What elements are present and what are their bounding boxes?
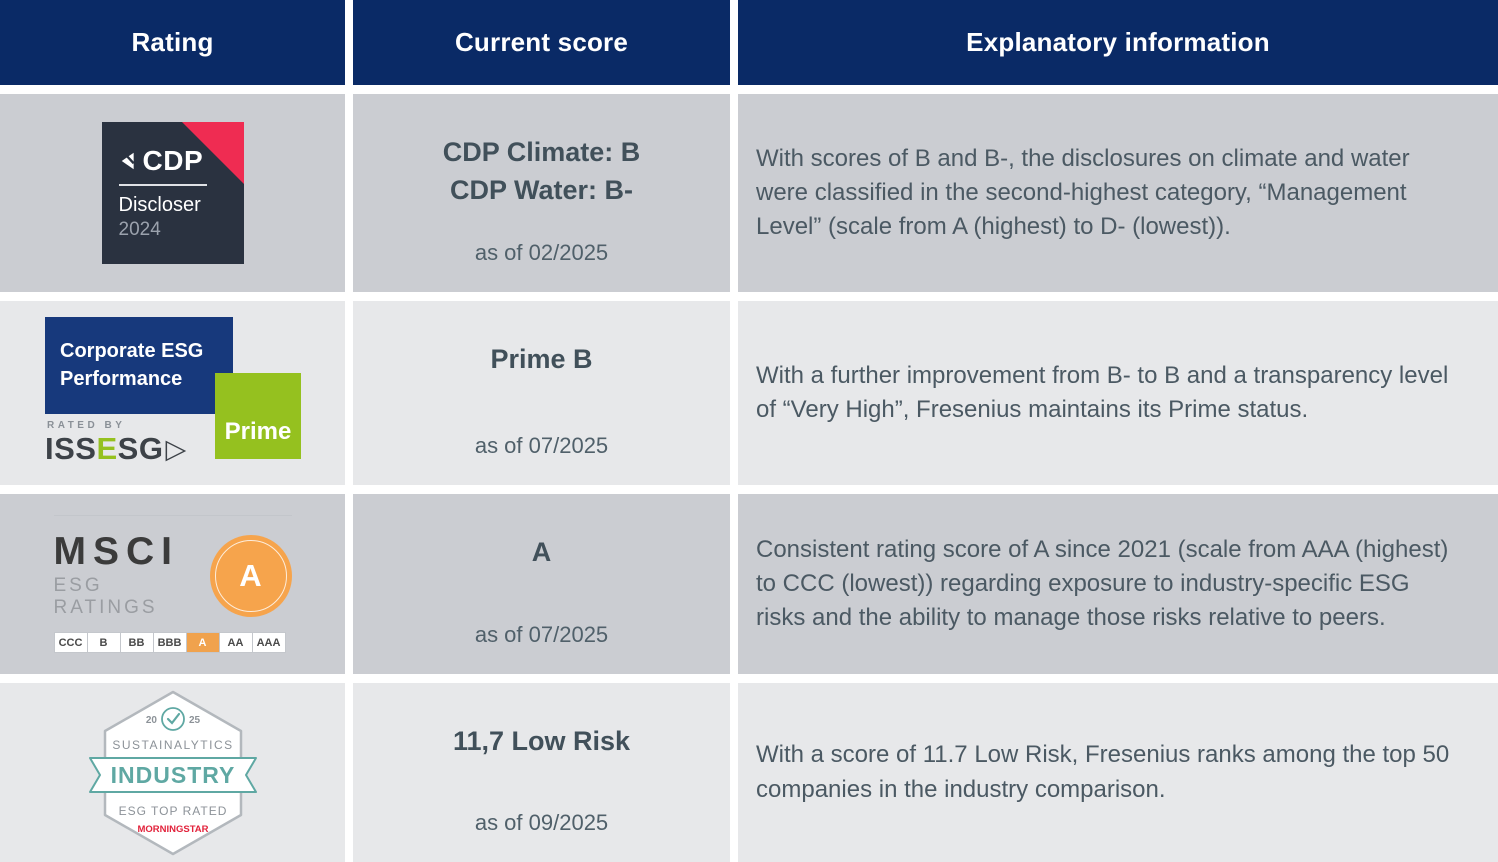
msci-as-of-date: as of 07/2025	[474, 622, 609, 647]
badge-ribbon-label: INDUSTRY	[110, 762, 235, 788]
score-cell-msci: A as of 07/2025	[353, 494, 730, 674]
cdp-divider	[118, 184, 207, 186]
badge-subtitle: ESG TOP RATED	[118, 804, 227, 818]
iss-arrow-icon: ▷	[165, 433, 187, 464]
msci-grade-letter: A	[239, 557, 262, 593]
header-label: Rating	[131, 27, 214, 57]
msci-scale-b: B	[87, 633, 121, 652]
rating-cell-cdp: CDP Discloser 2024	[0, 94, 345, 292]
iss-score: Prime B	[490, 344, 593, 374]
iss-line1: Corporate ESG	[60, 340, 204, 362]
cdp-score-water: CDP Water: B-	[449, 174, 633, 205]
sustainalytics-explanation-text: With a score of 11.7 Low Risk, Fresenius…	[756, 741, 1450, 803]
msci-scale-ccc: CCC	[54, 633, 88, 652]
iss-wordmark-iss: ISS	[45, 431, 97, 466]
badge-year-right: 25	[189, 715, 201, 726]
msci-scale-bb: BB	[120, 633, 154, 652]
rating-cell-sustainalytics: 20 25 SUSTAINALYTICS INDUSTRY ESG TOP RA…	[0, 683, 345, 862]
sustainalytics-esg-top-rated-badge: 20 25 SUSTAINALYTICS INDUSTRY ESG TOP RA…	[88, 690, 257, 855]
msci-scale-aa: AA	[219, 633, 253, 652]
msci-wordmark: MSCI	[53, 530, 179, 573]
header-label: Current score	[454, 27, 629, 57]
header-label: Explanatory information	[966, 27, 1270, 57]
msci-esg-ratings-logo: MSCI ESG RATINGS A CCC B BB BBB A AA AAA	[53, 515, 292, 653]
sustainalytics-as-of-date: as of 09/2025	[474, 810, 609, 835]
iss-rated-by-label: RATED BY	[47, 420, 126, 431]
iss-corporate-esg-panel: Corporate ESG Performance	[45, 317, 233, 414]
iss-prime-label: Prime	[224, 418, 292, 445]
morningstar-logo: MORNINGSTAR	[137, 824, 208, 835]
cdp-leaf-icon	[121, 152, 135, 170]
explanation-cell-msci: Consistent rating score of A since 2021 …	[738, 494, 1498, 674]
msci-score: A	[531, 537, 552, 567]
iss-explanation-text: With a further improvement from B- to B …	[756, 361, 1449, 423]
cdp-score-climate: CDP Climate: B	[442, 137, 641, 167]
badge-check-circle	[160, 706, 185, 731]
iss-wordmark-e: E	[96, 431, 118, 466]
iss-line2: Performance	[60, 368, 183, 390]
cdp-year: 2024	[118, 219, 161, 240]
score-cell-iss: Prime B as of 07/2025	[353, 301, 730, 485]
cdp-score: CDP Climate: B CDP Water: B-	[443, 134, 641, 210]
check-icon	[166, 712, 180, 725]
cdp-discloser-2024-logo: CDP Discloser 2024	[101, 122, 244, 264]
rating-cell-msci: MSCI ESG RATINGS A CCC B BB BBB A AA AAA	[0, 494, 345, 674]
iss-esg-prime-logo: Corporate ESG Performance Prime RATED BY…	[45, 317, 301, 469]
msci-esg-ratings-label: ESG RATINGS	[53, 575, 158, 618]
msci-top-rule	[53, 515, 292, 516]
sustainalytics-score: 11,7 Low Risk	[452, 726, 631, 756]
msci-scale-bbb: BBB	[153, 633, 187, 652]
msci-scale-aaa: AAA	[252, 633, 285, 652]
badge-brand: SUSTAINALYTICS	[112, 738, 233, 752]
iss-as-of-date: as of 07/2025	[474, 433, 609, 458]
score-cell-sustainalytics: 11,7 Low Risk as of 09/2025	[353, 683, 730, 862]
badge-ribbon	[88, 756, 257, 793]
cdp-as-of-date: as of 02/2025	[474, 240, 609, 265]
score-cell-cdp: CDP Climate: B CDP Water: B- as of 02/20…	[353, 94, 730, 292]
column-header-rating: Rating	[0, 0, 345, 85]
msci-rating-scale: CCC B BB BBB A AA AAA	[53, 632, 286, 653]
msci-explanation-text: Consistent rating score of A since 2021 …	[756, 535, 1449, 632]
iss-wordmark-sg: SG	[117, 431, 164, 466]
column-header-explanatory-information: Explanatory information	[738, 0, 1498, 85]
rating-cell-iss-esg: Corporate ESG Performance Prime RATED BY…	[0, 301, 345, 485]
iss-prime-badge: Prime	[215, 373, 301, 459]
column-header-current-score: Current score	[353, 0, 730, 85]
cdp-explanation-text: With scores of B and B-, the disclosures…	[756, 144, 1410, 241]
explanation-cell-sustainalytics: With a score of 11.7 Low Risk, Fresenius…	[738, 683, 1498, 862]
explanation-cell-iss: With a further improvement from B- to B …	[738, 301, 1498, 485]
explanation-cell-cdp: With scores of B and B-, the disclosures…	[738, 94, 1498, 292]
msci-scale-a-highlighted: A	[186, 633, 220, 652]
cdp-subtitle: Discloser	[118, 194, 201, 216]
msci-grade-circle-icon: A	[209, 534, 292, 617]
iss-esg-wordmark: ISS E SG ▷	[45, 431, 187, 467]
cdp-red-corner	[181, 122, 244, 184]
badge-year-left: 20	[145, 715, 157, 726]
